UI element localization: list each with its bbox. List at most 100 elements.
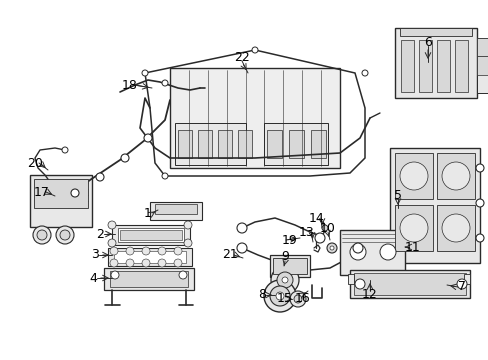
Text: 8: 8	[258, 288, 265, 302]
Bar	[238, 130, 251, 158]
Circle shape	[349, 244, 365, 260]
Bar	[476, 38, 488, 56]
Bar	[476, 38, 488, 93]
Circle shape	[399, 162, 427, 190]
Circle shape	[361, 70, 367, 76]
Text: 3: 3	[91, 248, 99, 261]
Circle shape	[121, 154, 129, 162]
Circle shape	[108, 221, 116, 229]
Circle shape	[60, 230, 70, 240]
Bar	[400, 40, 413, 92]
Circle shape	[126, 247, 134, 255]
Bar	[198, 130, 212, 158]
Text: 11: 11	[404, 240, 420, 253]
Circle shape	[126, 259, 134, 267]
Text: 6: 6	[423, 36, 431, 49]
Circle shape	[314, 233, 325, 243]
Text: 22: 22	[234, 50, 249, 63]
Bar	[476, 56, 488, 75]
Bar	[269, 255, 309, 277]
Circle shape	[62, 147, 68, 153]
Circle shape	[282, 277, 287, 283]
Bar	[288, 130, 303, 158]
Bar	[436, 40, 449, 92]
Bar	[118, 228, 183, 242]
Circle shape	[264, 280, 295, 312]
Circle shape	[108, 239, 116, 247]
Circle shape	[33, 226, 51, 244]
Bar	[394, 205, 432, 251]
Text: 18: 18	[122, 78, 138, 91]
Bar	[454, 40, 467, 92]
Bar	[34, 179, 88, 208]
Circle shape	[352, 243, 362, 253]
Circle shape	[111, 271, 119, 279]
Bar	[272, 258, 306, 274]
Bar	[263, 123, 327, 165]
Bar	[353, 273, 465, 295]
Circle shape	[237, 243, 246, 253]
Circle shape	[143, 134, 152, 142]
Text: 14: 14	[308, 212, 324, 225]
Circle shape	[183, 239, 192, 247]
Circle shape	[354, 279, 364, 289]
Circle shape	[379, 244, 395, 260]
Circle shape	[475, 199, 483, 207]
Bar	[266, 130, 281, 158]
Bar	[112, 225, 190, 245]
Text: 21: 21	[222, 248, 237, 261]
Bar	[418, 40, 431, 92]
Bar	[339, 230, 404, 275]
Text: 17: 17	[34, 185, 50, 198]
Text: 1: 1	[144, 207, 152, 220]
Circle shape	[326, 243, 336, 253]
Circle shape	[142, 70, 148, 76]
Text: 19: 19	[282, 234, 297, 247]
Text: 10: 10	[320, 221, 335, 234]
Circle shape	[441, 162, 469, 190]
Bar	[110, 271, 187, 287]
Circle shape	[475, 234, 483, 242]
Bar	[120, 230, 182, 240]
Circle shape	[56, 226, 74, 244]
Bar	[170, 68, 339, 168]
Circle shape	[71, 189, 79, 197]
Bar	[150, 202, 202, 220]
Text: 2: 2	[96, 228, 104, 240]
Circle shape	[174, 259, 182, 267]
Text: 16: 16	[295, 292, 310, 306]
Circle shape	[237, 223, 246, 233]
Circle shape	[293, 295, 302, 303]
Circle shape	[275, 292, 284, 300]
Circle shape	[37, 230, 47, 240]
Text: 5: 5	[393, 189, 401, 202]
Bar	[108, 248, 192, 266]
Circle shape	[174, 247, 182, 255]
Circle shape	[276, 272, 292, 288]
Circle shape	[110, 259, 118, 267]
Bar	[218, 130, 231, 158]
Circle shape	[183, 221, 192, 229]
Bar	[347, 274, 353, 284]
Bar	[175, 123, 246, 165]
Bar	[155, 204, 197, 214]
Bar	[399, 28, 471, 36]
Circle shape	[321, 225, 327, 231]
Circle shape	[162, 173, 168, 179]
Circle shape	[179, 271, 186, 279]
Bar	[463, 274, 469, 284]
Circle shape	[399, 214, 427, 242]
Circle shape	[270, 266, 298, 294]
Text: 15: 15	[277, 292, 292, 306]
Bar	[104, 268, 194, 290]
Bar	[394, 28, 476, 98]
Text: 4: 4	[89, 271, 97, 284]
Bar	[349, 270, 469, 298]
Circle shape	[456, 279, 466, 289]
Bar	[394, 153, 432, 199]
Circle shape	[142, 259, 150, 267]
Circle shape	[96, 173, 104, 181]
Bar	[389, 148, 479, 263]
Text: 12: 12	[362, 288, 377, 302]
Text: 9: 9	[281, 251, 288, 264]
